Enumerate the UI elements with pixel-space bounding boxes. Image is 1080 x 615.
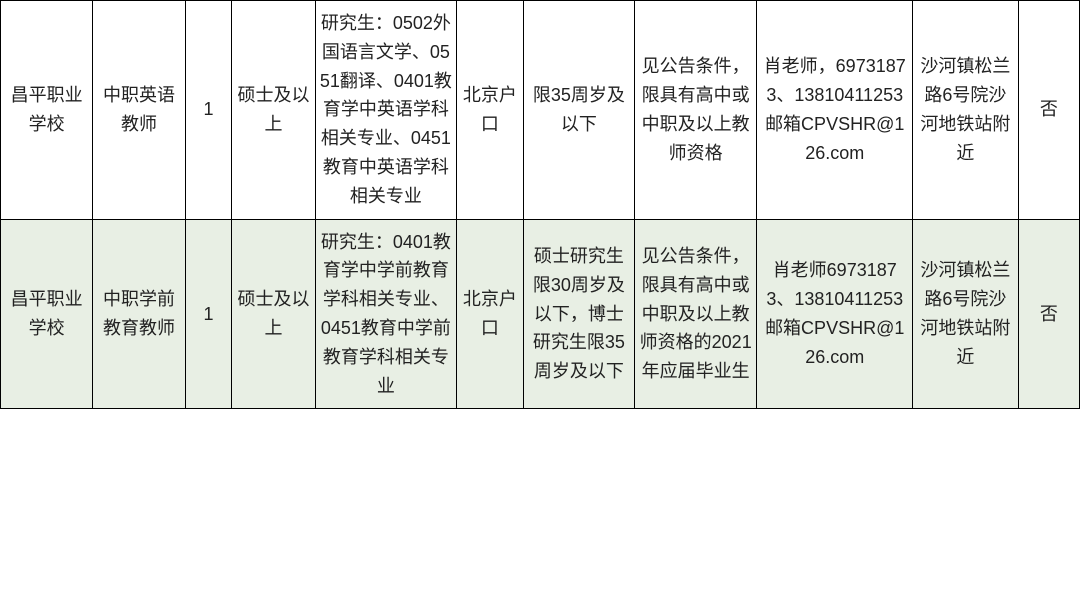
cell-hukou: 北京户口 — [457, 219, 524, 409]
cell-hukou: 北京户口 — [457, 1, 524, 220]
cell-degree: 硕士及以上 — [232, 1, 315, 220]
cell-major: 研究生：0502外国语言文学、0551翻译、0401教育学中英语学科相关专业、0… — [315, 1, 456, 220]
cell-position: 中职学前教育教师 — [93, 219, 185, 409]
cell-position: 中职英语教师 — [93, 1, 185, 220]
table-row: 昌平职业学校 中职学前教育教师 1 硕士及以上 研究生：0401教育学中学前教育… — [1, 219, 1080, 409]
cell-flag: 否 — [1018, 219, 1079, 409]
cell-school: 昌平职业学校 — [1, 1, 93, 220]
cell-contact: 肖老师，69731873、13810411253邮箱CPVSHR@126.com — [757, 1, 913, 220]
cell-count: 1 — [185, 219, 232, 409]
cell-age: 硕士研究生限30周岁及以下，博士研究生限35周岁及以下 — [523, 219, 634, 409]
cell-major: 研究生：0401教育学中学前教育学科相关专业、0451教育中学前教育学科相关专业 — [315, 219, 456, 409]
cell-address: 沙河镇松兰路6号院沙河地铁站附近 — [913, 219, 1019, 409]
cell-age: 限35周岁及以下 — [523, 1, 634, 220]
cell-address: 沙河镇松兰路6号院沙河地铁站附近 — [913, 1, 1019, 220]
cell-flag: 否 — [1018, 1, 1079, 220]
cell-school: 昌平职业学校 — [1, 219, 93, 409]
recruitment-table: 昌平职业学校 中职英语教师 1 硕士及以上 研究生：0502外国语言文学、055… — [0, 0, 1080, 409]
cell-requirement: 见公告条件，限具有高中或中职及以上教师资格 — [635, 1, 757, 220]
cell-degree: 硕士及以上 — [232, 219, 315, 409]
cell-contact: 肖老师69731873、13810411253邮箱CPVSHR@126.com — [757, 219, 913, 409]
table-row: 昌平职业学校 中职英语教师 1 硕士及以上 研究生：0502外国语言文学、055… — [1, 1, 1080, 220]
cell-requirement: 见公告条件，限具有高中或中职及以上教师资格的2021年应届毕业生 — [635, 219, 757, 409]
table-body: 昌平职业学校 中职英语教师 1 硕士及以上 研究生：0502外国语言文学、055… — [1, 1, 1080, 409]
cell-count: 1 — [185, 1, 232, 220]
